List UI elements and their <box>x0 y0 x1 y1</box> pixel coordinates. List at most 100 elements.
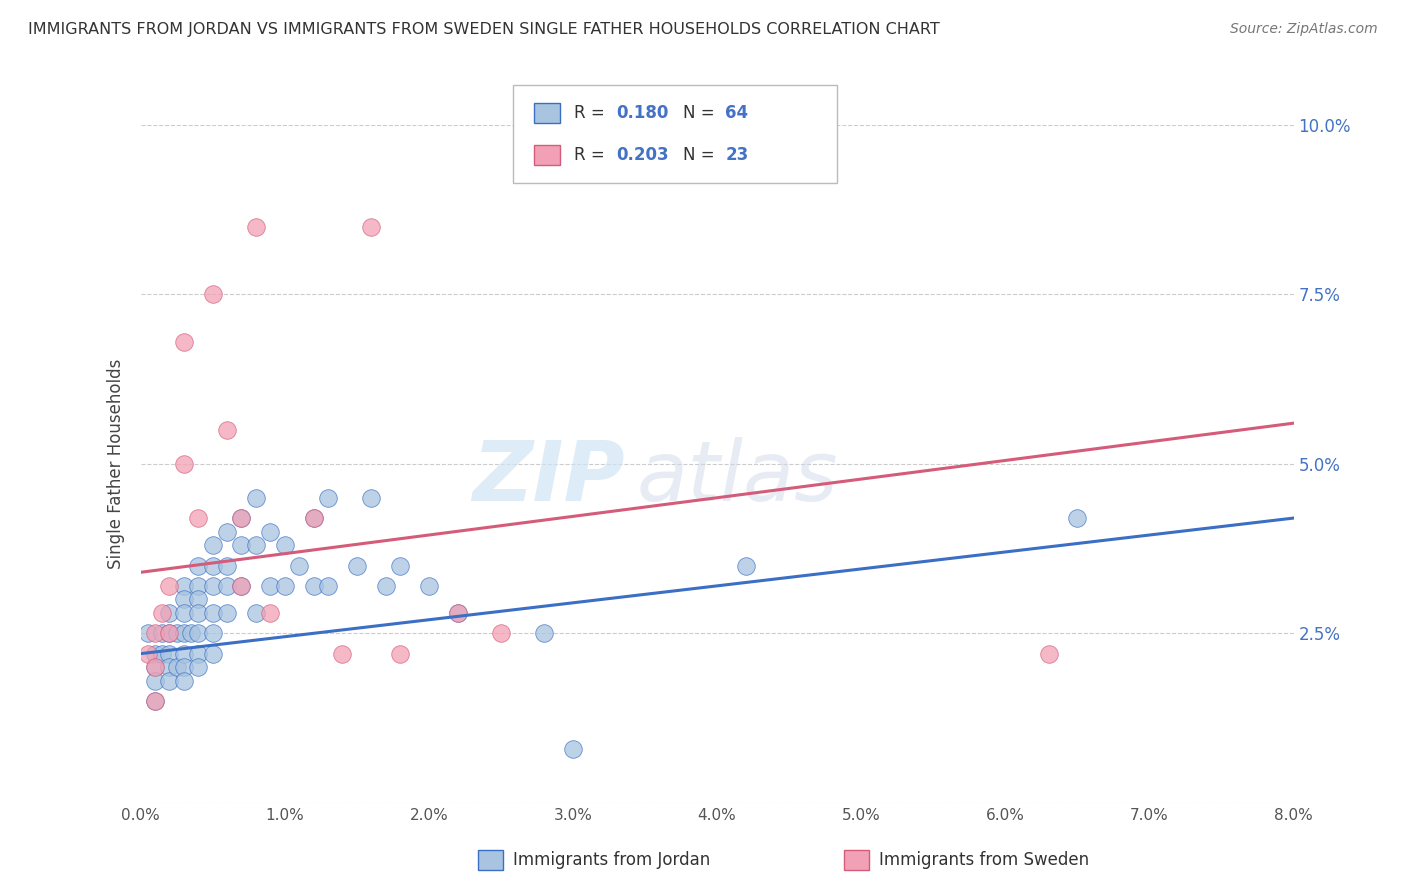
Point <box>173 673 195 688</box>
Point <box>302 579 325 593</box>
Point <box>533 626 555 640</box>
Point <box>143 673 166 688</box>
Point <box>136 626 159 640</box>
Point <box>150 647 173 661</box>
Point <box>187 626 209 640</box>
Text: N =: N = <box>683 146 720 164</box>
Text: atlas: atlas <box>637 437 838 518</box>
Point <box>231 579 253 593</box>
Point <box>187 606 209 620</box>
Point <box>374 579 396 593</box>
Point <box>159 606 180 620</box>
Point <box>288 558 311 573</box>
Point <box>143 660 166 674</box>
Point <box>187 558 209 573</box>
Point <box>187 660 209 674</box>
Point <box>1066 511 1088 525</box>
Point <box>447 606 470 620</box>
Text: IMMIGRANTS FROM JORDAN VS IMMIGRANTS FROM SWEDEN SINGLE FATHER HOUSEHOLDS CORREL: IMMIGRANTS FROM JORDAN VS IMMIGRANTS FRO… <box>28 22 939 37</box>
Point <box>166 626 188 640</box>
Point <box>217 606 239 620</box>
Point <box>274 538 297 552</box>
Point <box>201 287 224 301</box>
Point <box>245 491 267 505</box>
Point <box>187 592 209 607</box>
Point <box>201 626 224 640</box>
Point <box>418 579 440 593</box>
Point <box>201 538 224 552</box>
Point <box>302 511 325 525</box>
Point <box>159 579 180 593</box>
Text: 0.203: 0.203 <box>616 146 668 164</box>
Point <box>274 579 297 593</box>
Text: N =: N = <box>683 104 720 122</box>
Point <box>388 558 411 573</box>
Point <box>735 558 758 573</box>
Point <box>166 660 188 674</box>
Text: 0.180: 0.180 <box>616 104 668 122</box>
Point <box>245 606 267 620</box>
Point <box>159 647 180 661</box>
Text: Immigrants from Jordan: Immigrants from Jordan <box>513 851 710 869</box>
Point <box>346 558 368 573</box>
Point <box>1038 647 1060 661</box>
Point <box>217 579 239 593</box>
Point <box>332 647 354 661</box>
Point <box>201 647 224 661</box>
Text: ZIP: ZIP <box>472 437 624 518</box>
Point <box>143 660 166 674</box>
Point <box>143 694 166 708</box>
Point <box>180 626 202 640</box>
Point <box>201 558 224 573</box>
Point <box>173 592 195 607</box>
Point <box>231 538 253 552</box>
Point <box>159 626 180 640</box>
Point <box>201 606 224 620</box>
Text: 64: 64 <box>725 104 748 122</box>
Point <box>150 626 173 640</box>
Point <box>173 626 195 640</box>
Point <box>245 219 267 234</box>
Point <box>245 538 267 552</box>
Point <box>231 579 253 593</box>
Point <box>187 511 209 525</box>
Point <box>159 673 180 688</box>
Point <box>447 606 470 620</box>
Point <box>231 511 253 525</box>
Point <box>259 524 281 539</box>
Point <box>388 647 411 661</box>
Point <box>316 491 339 505</box>
Point <box>173 606 195 620</box>
Point <box>143 647 166 661</box>
Point <box>259 579 281 593</box>
Point <box>143 626 166 640</box>
Point <box>136 647 159 661</box>
Point <box>360 219 382 234</box>
Point <box>231 511 253 525</box>
Point <box>489 626 512 640</box>
Point <box>201 579 224 593</box>
Point <box>173 334 195 349</box>
Text: 23: 23 <box>725 146 749 164</box>
Point <box>187 647 209 661</box>
Point <box>187 579 209 593</box>
Point <box>159 660 180 674</box>
Point <box>561 741 585 756</box>
Point <box>173 579 195 593</box>
Point <box>316 579 339 593</box>
Text: Immigrants from Sweden: Immigrants from Sweden <box>879 851 1088 869</box>
Point <box>150 606 173 620</box>
Point <box>302 511 325 525</box>
Text: R =: R = <box>574 104 610 122</box>
Point <box>259 606 281 620</box>
Point <box>173 457 195 471</box>
Text: R =: R = <box>574 146 610 164</box>
Point <box>217 423 239 437</box>
Point <box>217 558 239 573</box>
Y-axis label: Single Father Households: Single Father Households <box>107 359 125 569</box>
Point <box>173 647 195 661</box>
Point <box>173 660 195 674</box>
Point <box>360 491 382 505</box>
Point <box>217 524 239 539</box>
Point <box>159 626 180 640</box>
